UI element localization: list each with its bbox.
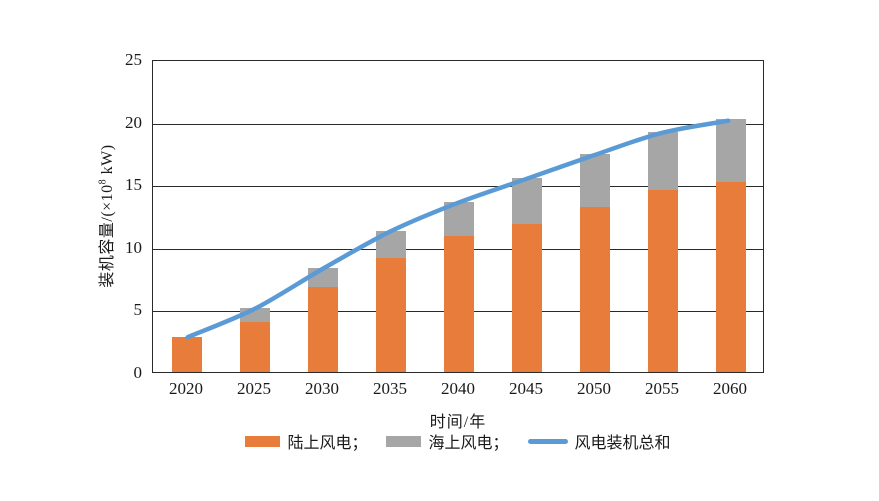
legend-swatch-bar-0	[245, 435, 281, 447]
x-tick-label: 2035	[373, 379, 407, 398]
bar-segment-陆上风电-2055	[648, 190, 678, 372]
y-axis-title: 装机容量/(×108 kW)	[93, 144, 117, 287]
bar-segment-海上风电-2045	[512, 177, 542, 225]
y-tick-label: 20	[125, 112, 142, 132]
gridline	[153, 186, 763, 188]
bar-segment-海上风电-2060	[716, 119, 746, 182]
x-tick-label: 2020	[169, 379, 203, 398]
x-tick-label: 2025	[237, 379, 271, 398]
total-line-layer	[185, 118, 731, 340]
x-tick-label: 2060	[713, 379, 747, 398]
x-axis-title: 时间/年	[429, 414, 487, 431]
bar-segment-陆上风电-2060	[716, 181, 746, 372]
x-tick-label: 2030	[305, 379, 339, 398]
bar-segment-陆上风电-2035	[376, 258, 406, 372]
total-line	[185, 118, 731, 340]
gridline	[153, 123, 763, 125]
x-tick-label: 2055	[645, 379, 679, 398]
plot-area	[152, 60, 764, 373]
bar-segment-陆上风电-2040	[444, 235, 474, 372]
y-axis-title-prefix: 装机容量/(×10	[99, 184, 116, 288]
legend-item-1: 海上风电；	[386, 429, 509, 453]
y-tick-label: 5	[133, 300, 143, 320]
x-tick-label: 2040	[441, 379, 475, 398]
bar-segment-陆上风电-2045	[512, 224, 542, 372]
y-tick-label: 0	[133, 363, 143, 382]
bar-segment-陆上风电-2025	[240, 321, 270, 372]
legend-label: 陆上风电；	[287, 435, 368, 452]
legend-label: 海上风电；	[428, 435, 509, 452]
bar-segment-陆上风电-2030	[308, 286, 338, 372]
bar-segment-陆上风电-2050	[580, 206, 610, 372]
x-tick-label: 2050	[577, 379, 611, 398]
bars-layer	[153, 61, 763, 372]
x-tick-label: 2045	[509, 379, 543, 398]
legend: 陆上风电； 海上风电； 风电装机总和	[152, 429, 764, 453]
legend-item-0: 陆上风电；	[245, 429, 367, 453]
bar-segment-海上风电-2050	[580, 154, 610, 207]
bar-segment-海上风电-2055	[648, 131, 678, 191]
y-tick-label: 10	[125, 237, 142, 257]
legend-label: 风电装机总和	[574, 435, 671, 452]
legend-item-2: 风电装机总和	[527, 429, 671, 453]
legend-swatch-bar-1	[386, 435, 422, 447]
y-axis-title-suffix: kW)	[99, 144, 116, 179]
bar-segment-陆上风电-2020	[172, 336, 202, 372]
y-tick-label: 25	[125, 50, 142, 69]
legend-swatch-line-2	[527, 438, 568, 444]
y-tick-label: 15	[125, 175, 142, 195]
